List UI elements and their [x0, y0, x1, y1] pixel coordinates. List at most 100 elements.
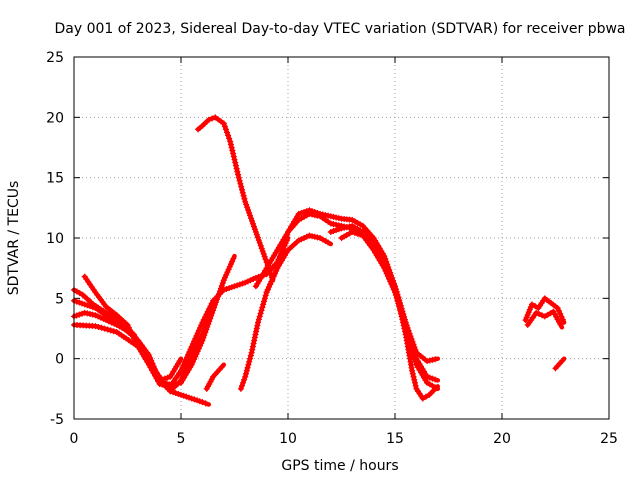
x-axis-label: GPS time / hours: [281, 458, 398, 474]
data-point: [432, 384, 439, 391]
data-point: [226, 285, 233, 292]
data-point: [533, 309, 540, 316]
data-point: [247, 355, 254, 362]
data-point: [237, 180, 244, 187]
data-point: [247, 352, 254, 359]
data-point: [95, 323, 102, 330]
data-point: [81, 309, 88, 316]
data-point: [206, 312, 213, 319]
data-point: [273, 267, 280, 274]
data-point: [84, 310, 91, 317]
data-point: [260, 301, 267, 308]
x-tick-label: 0: [70, 431, 79, 447]
data-point: [227, 261, 234, 268]
data-point: [409, 347, 416, 354]
data-point: [409, 370, 416, 377]
data-point: [110, 328, 117, 335]
y-axis-label: SDTVAR / TECUs: [6, 181, 22, 296]
data-point: [354, 230, 361, 237]
data-point: [258, 307, 265, 314]
data-point: [161, 375, 168, 382]
data-point: [405, 333, 412, 340]
data-point: [247, 212, 254, 219]
data-point: [224, 269, 231, 276]
data-point: [232, 162, 239, 169]
data-point: [246, 358, 253, 365]
data-point: [240, 192, 247, 199]
data-point: [92, 312, 99, 319]
data-point: [241, 376, 248, 383]
data-point: [233, 165, 240, 172]
data-point: [538, 312, 545, 319]
data-point: [268, 278, 275, 285]
data-point: [260, 250, 267, 257]
data-point: [384, 273, 391, 280]
data-point: [104, 326, 111, 333]
data-point: [228, 144, 235, 151]
data-point: [186, 358, 193, 365]
data-point: [254, 322, 261, 329]
data-point: [191, 396, 198, 403]
data-point: [253, 325, 260, 332]
data-point: [527, 303, 534, 310]
data-point: [205, 116, 212, 123]
data-point: [97, 314, 104, 321]
data-point: [412, 358, 419, 365]
data-point: [155, 374, 162, 381]
data-point: [238, 183, 245, 190]
data-point: [267, 281, 274, 288]
data-point: [386, 275, 393, 282]
data-point: [388, 281, 395, 288]
data-point: [87, 303, 94, 310]
data-point: [200, 328, 207, 335]
data-point: [251, 226, 258, 233]
data-point: [231, 156, 238, 163]
y-tick-label: 0: [55, 352, 64, 368]
data-point: [187, 355, 194, 362]
data-point: [187, 346, 194, 353]
data-point: [199, 331, 206, 338]
data-point: [330, 213, 337, 220]
data-point: [199, 319, 206, 326]
data-point: [526, 306, 533, 313]
data-point: [185, 361, 192, 368]
plot-frame: [73, 56, 610, 420]
data-point: [156, 377, 163, 384]
data-point: [397, 308, 404, 315]
data-point: [248, 215, 255, 222]
data-point: [303, 233, 310, 240]
data-point: [235, 171, 242, 178]
data-point: [100, 315, 107, 322]
data-point: [252, 331, 259, 338]
data-point: [249, 217, 256, 224]
data-point: [265, 283, 272, 290]
data-point: [258, 245, 265, 252]
data-point: [124, 321, 131, 328]
data-point: [423, 393, 430, 400]
data-point: [220, 120, 227, 127]
data-point: [231, 283, 238, 290]
data-point: [426, 357, 433, 364]
data-point: [236, 281, 243, 288]
data-point: [191, 338, 198, 345]
data-point: [401, 322, 408, 329]
data-point: [221, 274, 228, 281]
data-point: [314, 234, 321, 241]
data-point: [242, 279, 249, 286]
data-point: [412, 382, 419, 389]
data-point: [191, 347, 198, 354]
data-point: [230, 255, 237, 262]
data-point: [309, 211, 316, 218]
data-point: [274, 265, 281, 272]
data-point: [250, 223, 257, 230]
data-point: [188, 343, 195, 350]
data-point: [242, 373, 249, 380]
data-point: [245, 361, 252, 368]
data-point: [396, 303, 403, 310]
data-point: [207, 309, 214, 316]
x-tick-label: 20: [493, 431, 511, 447]
data-point: [393, 294, 400, 301]
data-point: [528, 301, 535, 308]
data-point: [239, 280, 246, 287]
data-point: [164, 382, 171, 389]
